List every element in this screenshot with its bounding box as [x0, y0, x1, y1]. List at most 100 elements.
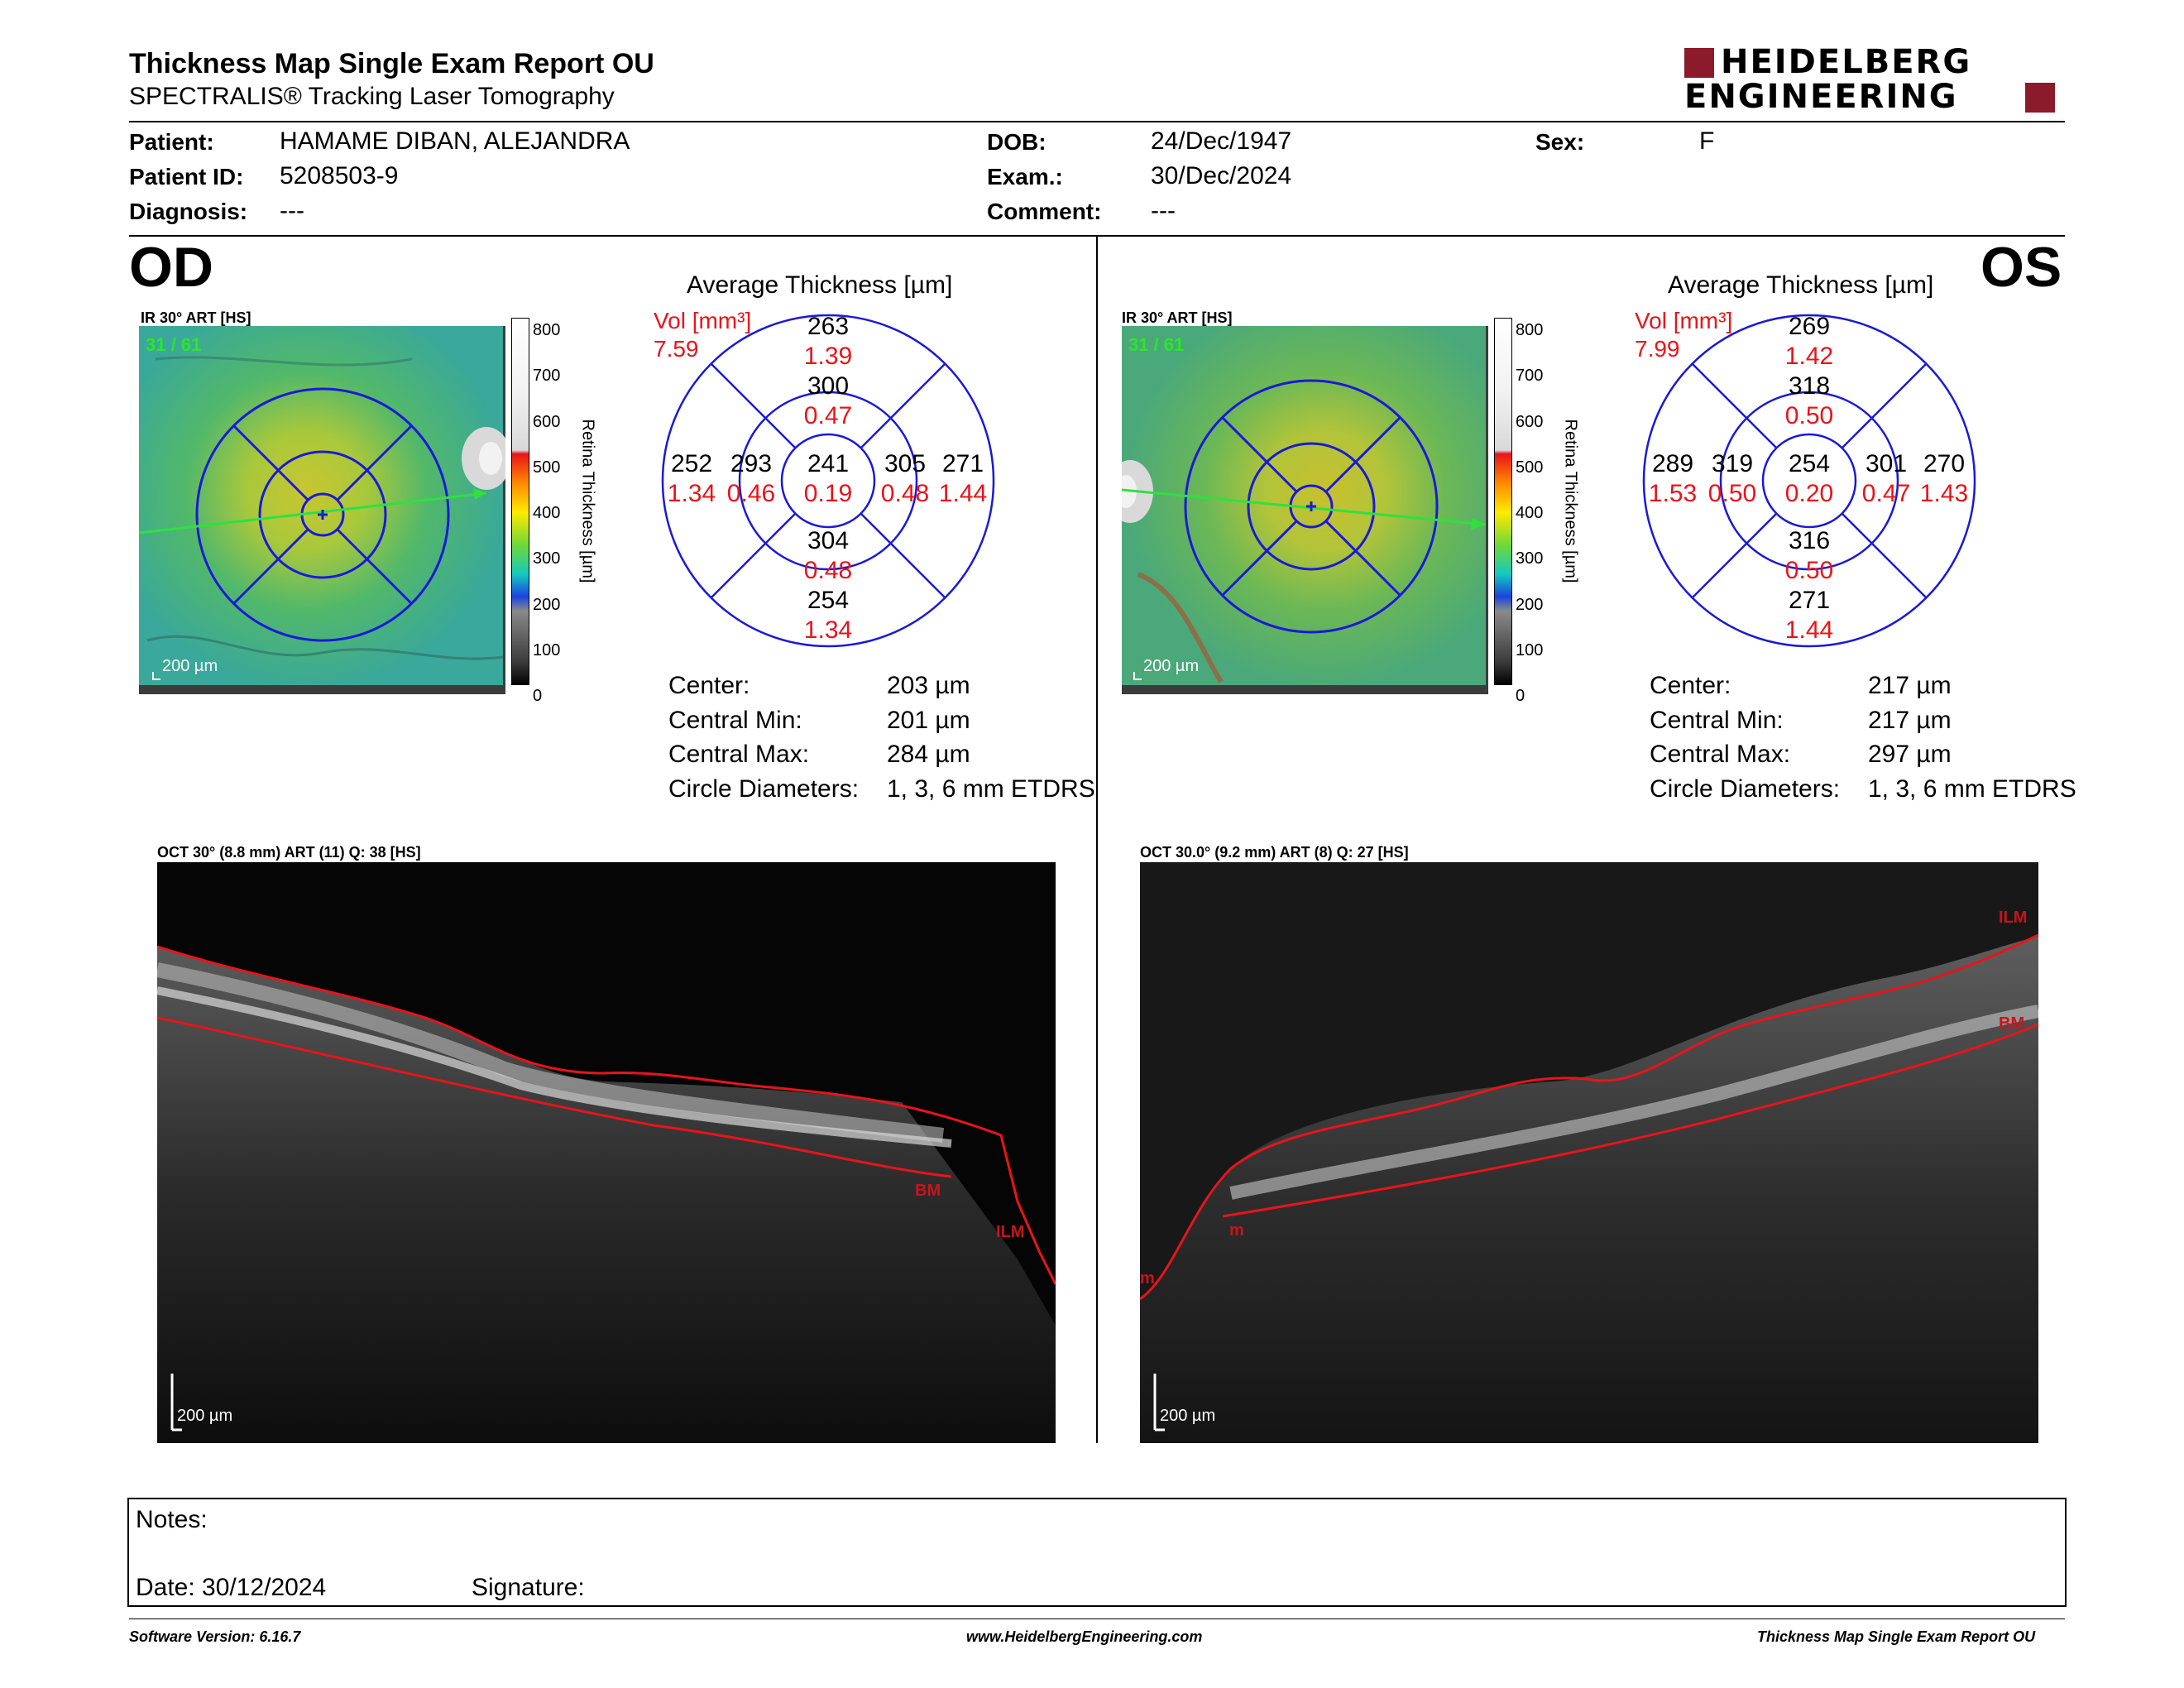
os-central-max-label: Central Max:	[1650, 741, 1791, 768]
od-vol-label: Vol [mm³]	[654, 308, 752, 333]
os-tick-0: 0	[1516, 687, 1525, 706]
logo-text-heidelberg: HEIDELBERG	[1721, 43, 1972, 81]
od-ilm-tag: ILM	[996, 1223, 1025, 1241]
os-scale-bar	[1133, 672, 1142, 680]
od-oct-label: OCT 30° (8.8 mm) ART (11) Q: 38 [HS]	[157, 844, 421, 861]
diagnosis-value: ---	[280, 197, 304, 224]
od-tick-600: 600	[533, 412, 561, 431]
os-inner-left-thickness: 319	[1711, 450, 1754, 477]
os-etdrs-grid	[1642, 314, 1976, 648]
os-circle-diameters-value: 1, 3, 6 mm ETDRS	[1868, 774, 2076, 803]
os-central-min-value: 217 µm	[1868, 706, 1952, 734]
os-outer-left-volume: 1.53	[1648, 480, 1698, 507]
os-central-max-value: 297 µm	[1868, 741, 1952, 768]
od-thickness-overlay	[139, 326, 503, 685]
os-vol-value: 7.99	[1635, 336, 1680, 362]
od-outer-right-thickness: 271	[941, 450, 984, 477]
od-inner-left-volume: 0.46	[726, 480, 776, 507]
os-inner-right-thickness: 301	[1865, 450, 1908, 477]
od-stats-values: 203 µm 201 µm 284 µm 1, 3, 6 mm ETDRS	[887, 669, 1095, 806]
os-tick-200: 200	[1516, 595, 1544, 614]
od-oct-scan	[157, 862, 1056, 1443]
os-colorbar-ticks: 800 700 600 500 400 300 200 100 0	[1516, 308, 1543, 720]
od-tick-100: 100	[533, 641, 561, 660]
od-outer-left-volume: 1.34	[667, 480, 716, 507]
software-version: Software Version: 6.16.7	[129, 1628, 301, 1645]
os-thickness-overlay	[1122, 326, 1486, 685]
od-stats-labels: Center: Central Min: Central Max: Circle…	[668, 669, 859, 806]
patient-name: HAMAME DIBAN, ALEJANDRA	[280, 127, 630, 155]
od-ir-label: IR 30° ART [HS]	[141, 309, 251, 326]
od-oct-scale-label: 200 µm	[177, 1407, 233, 1425]
website-link[interactable]: www.HeidelbergEngineering.com	[966, 1628, 1203, 1645]
od-colorbar-ticks: 800 700 600 500 400 300 200 100 0	[533, 308, 560, 720]
od-inner-inf-thickness: 304	[807, 527, 850, 554]
diagnosis-label: Diagnosis:	[129, 199, 248, 224]
logo-square-top	[1684, 48, 1714, 78]
od-central-min-value: 201 µm	[887, 706, 970, 734]
od-oct-tissue	[157, 947, 1056, 1443]
dob-value: 24/Dec/1947	[1151, 127, 1292, 155]
os-stats-values: 217 µm 217 µm 297 µm 1, 3, 6 mm ETDRS	[1868, 669, 2076, 806]
od-outer-sup-volume: 1.39	[803, 343, 853, 370]
od-scan-line	[139, 492, 487, 535]
os-colorbar-title: Retina Thickness [µm]	[1561, 419, 1580, 583]
od-circle-diameters-label: Circle Diameters:	[668, 774, 860, 803]
os-circle-diameters-label: Circle Diameters:	[1650, 774, 1841, 803]
os-colorbar	[1494, 318, 1512, 685]
od-fundus-image	[139, 326, 505, 694]
os-inner-right-volume: 0.47	[1861, 480, 1911, 507]
od-tick-0: 0	[533, 687, 543, 706]
od-tick-500: 500	[533, 458, 561, 477]
logo-square-bottom	[2025, 83, 2055, 113]
report-subtitle: SPECTRALIS® Tracking Laser Tomography	[129, 83, 615, 110]
od-tick-200: 200	[533, 595, 561, 614]
od-inner-sup-thickness: 300	[807, 372, 850, 400]
sex-label: Sex:	[1535, 129, 1585, 155]
od-center-label: Center:	[668, 672, 750, 699]
od-central-max-value: 284 µm	[887, 741, 970, 768]
od-inner-left-thickness: 293	[730, 450, 773, 477]
os-fundus-image	[1122, 326, 1488, 694]
notes-box[interactable]: Notes: Date: 30/12/2024 Signature:	[127, 1498, 2067, 1607]
od-scale-bar	[152, 672, 160, 680]
os-center-thickness: 254	[1788, 450, 1831, 477]
os-ilm-line	[1140, 933, 2038, 1301]
os-frame-label: 31 / 61	[1128, 334, 1185, 355]
eye-divider	[1096, 237, 1098, 1443]
exam-label: Exam.:	[987, 164, 1063, 189]
os-inner-left-volume: 0.50	[1707, 480, 1757, 507]
os-stats-labels: Center: Central Min: Central Max: Circle…	[1650, 669, 1840, 806]
os-outer-right-thickness: 270	[1923, 450, 1966, 477]
footer-report-name: Thickness Map Single Exam Report OU	[1757, 1628, 2036, 1645]
od-avg-title: Average Thickness [µm]	[687, 271, 953, 299]
od-center-volume: 0.19	[803, 480, 853, 507]
od-bm-tag: BM	[915, 1182, 941, 1200]
os-center-volume: 0.20	[1784, 480, 1834, 507]
os-oct-label: OCT 30.0° (9.2 mm) ART (8) Q: 27 [HS]	[1140, 844, 1409, 861]
od-ilm-line	[157, 945, 1056, 1285]
patient-label: Patient:	[129, 129, 214, 155]
os-outer-left-thickness: 289	[1651, 450, 1694, 477]
od-tick-400: 400	[533, 504, 561, 523]
dob-label: DOB:	[987, 129, 1046, 155]
footer-divider	[129, 1618, 2065, 1619]
od-center-value: 203 µm	[887, 672, 970, 699]
os-ir-label: IR 30° ART [HS]	[1122, 309, 1233, 326]
od-outer-inf-volume: 1.34	[803, 616, 853, 644]
od-outer-inf-thickness: 254	[807, 587, 850, 614]
os-tick-100: 100	[1516, 641, 1544, 660]
os-scan-line	[1122, 488, 1487, 526]
os-outer-sup-thickness: 269	[1788, 313, 1831, 340]
od-scale-label: 200 µm	[162, 657, 218, 675]
od-circle-diameters-value: 1, 3, 6 mm ETDRS	[887, 774, 1095, 803]
od-inner-sup-volume: 0.47	[803, 402, 853, 429]
os-m-tag-1: m	[1229, 1221, 1244, 1240]
patient-id-label: Patient ID:	[129, 164, 244, 189]
os-m-tag-2: m	[1140, 1269, 1155, 1288]
comment-value: ---	[1151, 197, 1176, 224]
os-scale-label: 200 µm	[1143, 657, 1200, 675]
report-title: Thickness Map Single Exam Report OU	[129, 48, 654, 79]
od-etdrs-grid	[661, 314, 995, 648]
signature-label: Signature:	[472, 1574, 585, 1601]
